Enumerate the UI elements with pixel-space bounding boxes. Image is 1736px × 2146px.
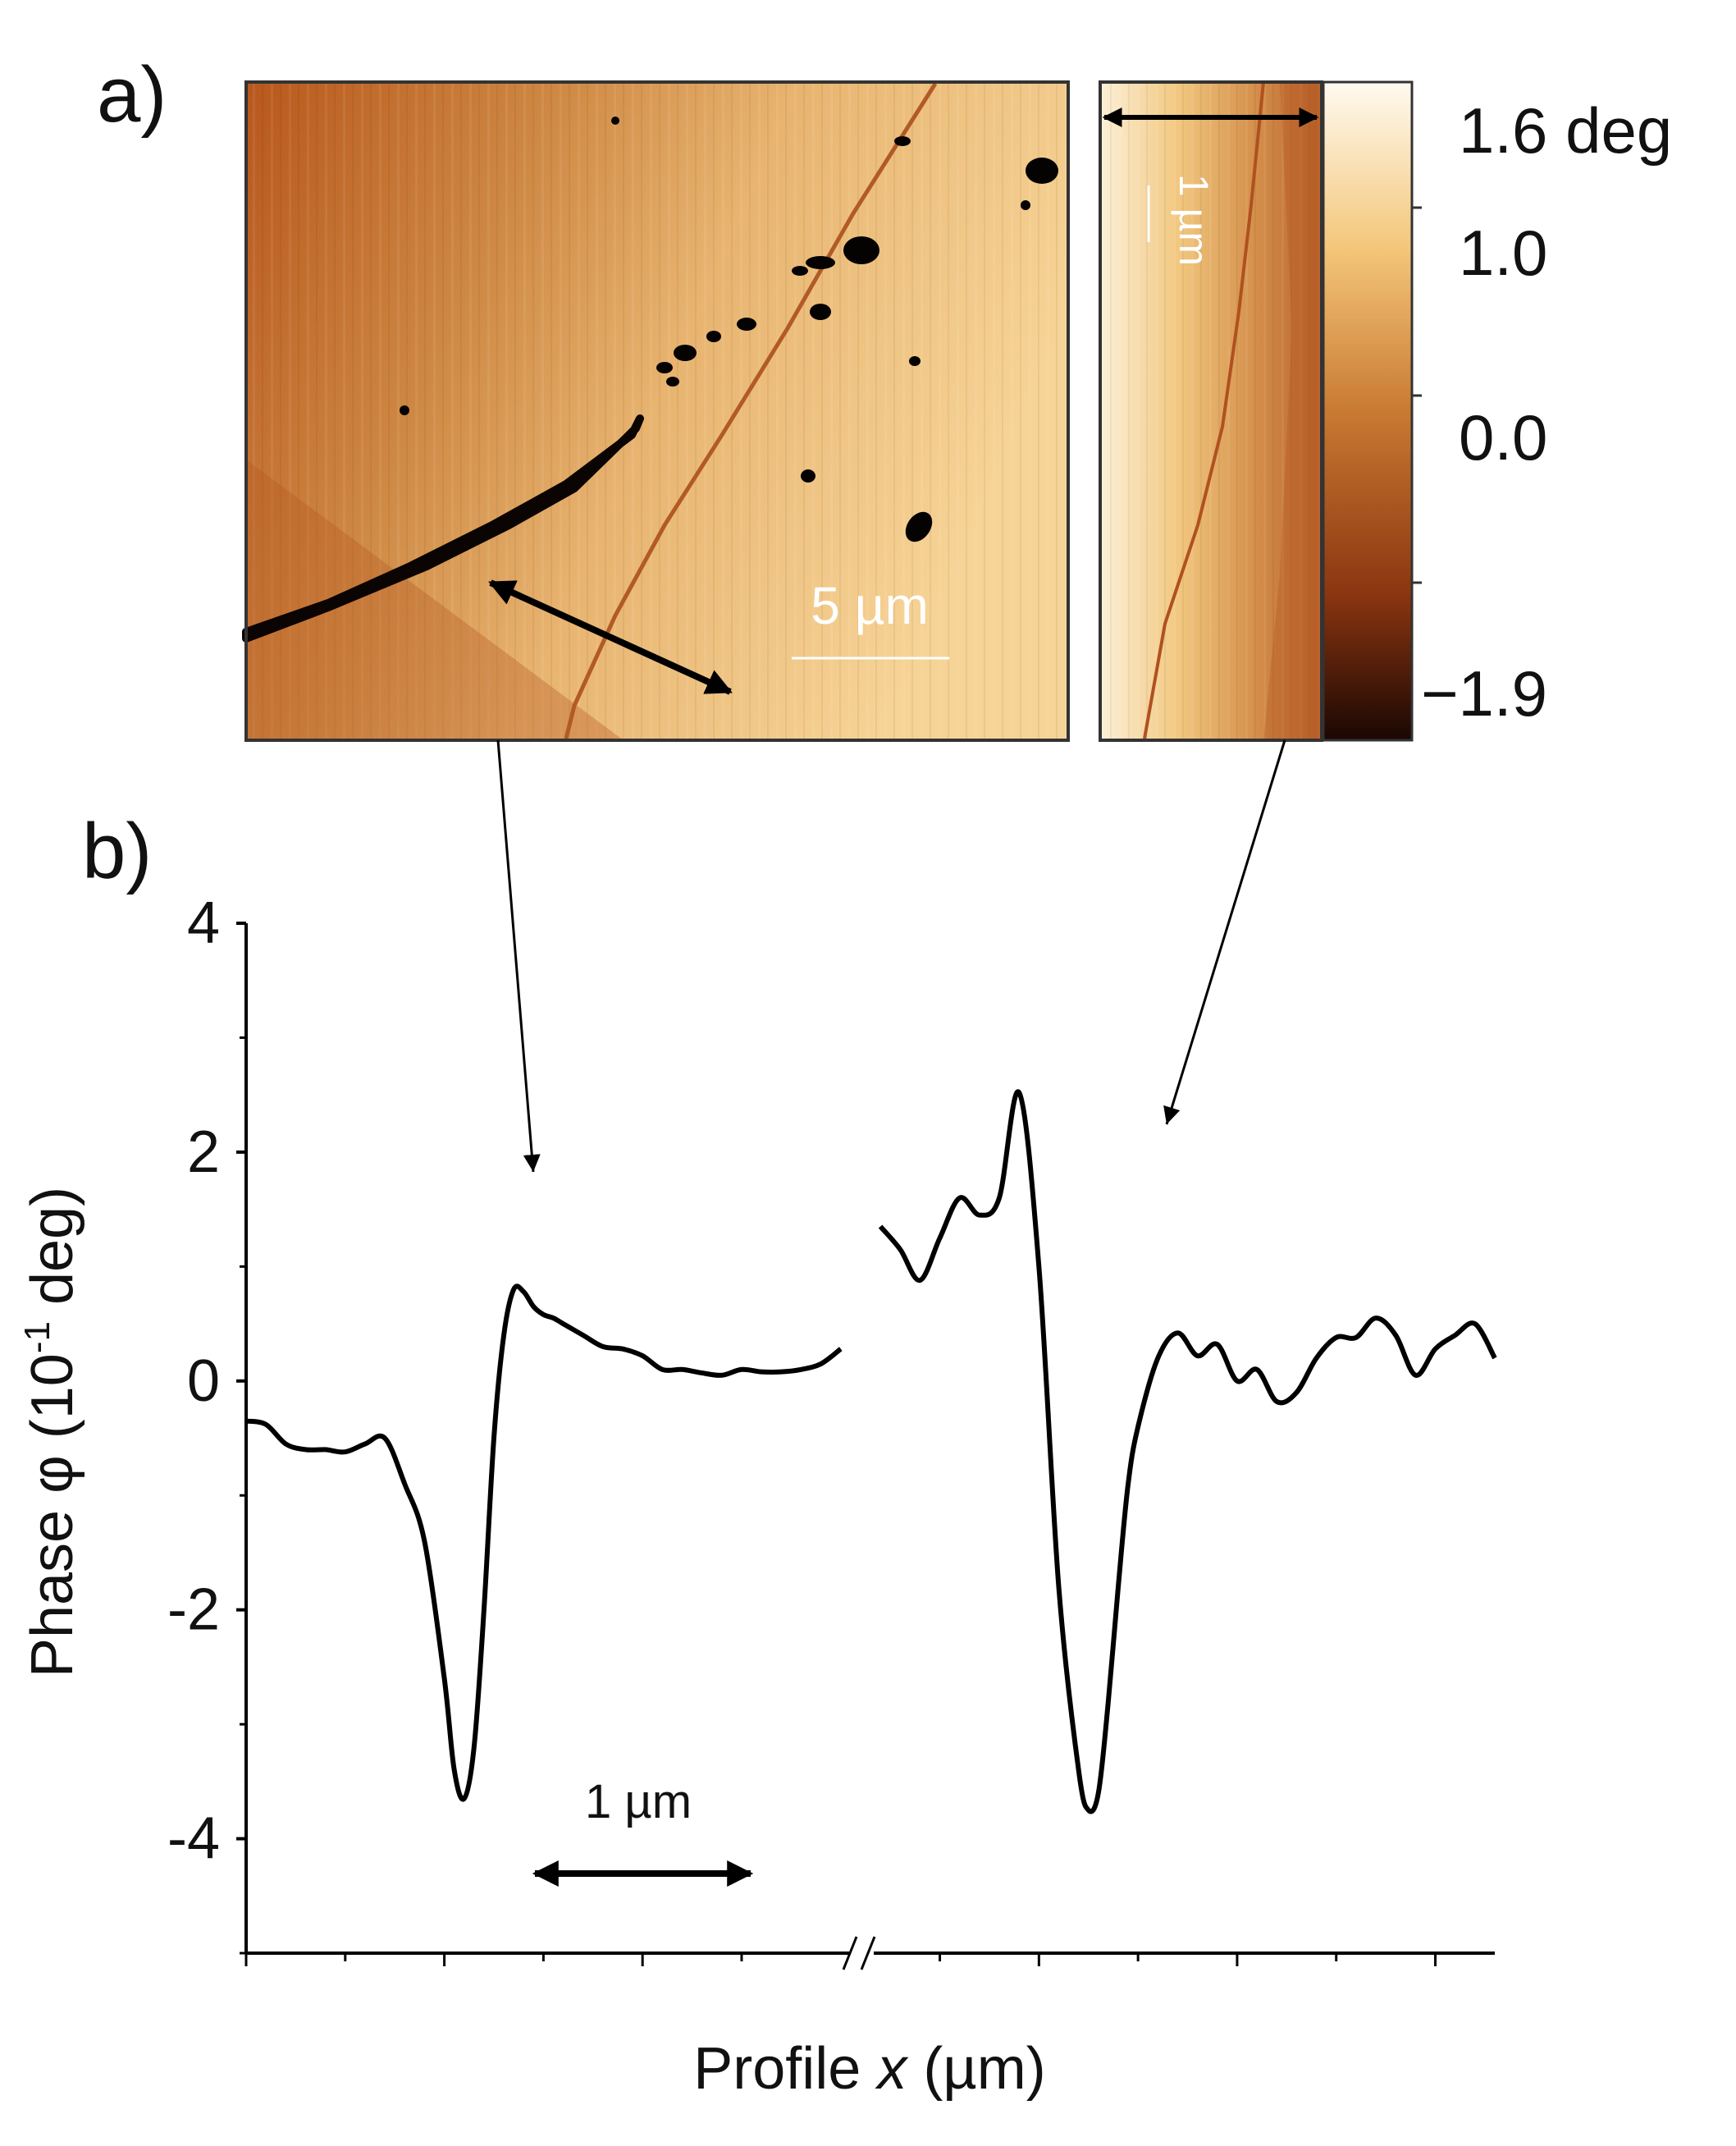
pointer-arrow-left: [496, 739, 541, 1173]
y-tick-label: -4: [167, 1806, 220, 1872]
main-profile-arrow: [488, 579, 733, 695]
colorbar-tick-min: −1.9: [1421, 657, 1547, 730]
y-tick-label: 0: [187, 1348, 220, 1414]
inset-scale-bar-label: 1 µm: [1171, 174, 1217, 266]
panel-b-label: b): [82, 808, 152, 895]
grain-boundary: [242, 414, 644, 643]
panel-a-label: a): [97, 51, 167, 139]
y-tick-label: -2: [167, 1577, 220, 1643]
y-tick-label: 2: [187, 1119, 220, 1185]
particles: [400, 117, 1058, 542]
pointer-arrow-right: [1163, 739, 1286, 1125]
series-line-right-profile: [878, 1089, 1497, 1814]
x-axis-label: Profile x (µm): [693, 2036, 1046, 2102]
colorbar-tick-0: 0.0: [1459, 401, 1547, 474]
axis-break-marker: [842, 1936, 876, 1970]
chart: 4 2 0 -2 -4: [167, 890, 1497, 1970]
y-tick-label: 4: [187, 890, 220, 956]
colorbar-tick-max: 1.6 deg: [1459, 94, 1672, 167]
afm-main-image: [242, 80, 1070, 742]
main-scale-bar-label: 5 µm: [811, 576, 929, 635]
series-line-left-profile: [245, 1283, 843, 1802]
colorbar-tick-1: 1.0: [1459, 217, 1547, 289]
y-axis-label: Phase φ (10-1 deg): [17, 1187, 85, 1677]
colorbar: [1322, 80, 1422, 742]
afm-inset-image: [1099, 80, 1323, 742]
profile-scale-arrow-label: 1 µm: [585, 1775, 692, 1828]
